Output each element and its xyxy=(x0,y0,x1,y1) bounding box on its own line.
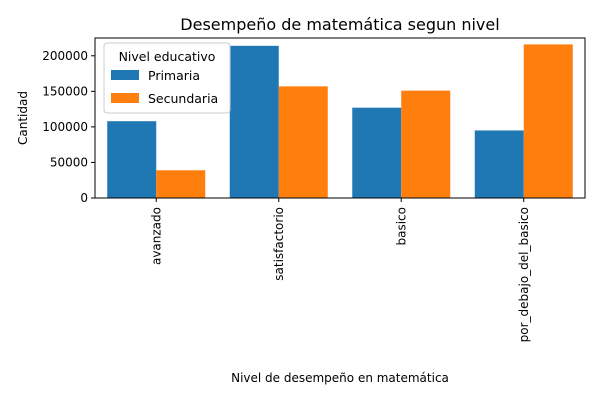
bars-group xyxy=(107,44,573,199)
x-axis-label: Nivel de desempeño en matemática xyxy=(231,371,449,385)
legend-label-primaria: Primaria xyxy=(148,68,200,83)
legend: Nivel educativo Primaria Secundaria xyxy=(103,42,231,114)
plot-frame xyxy=(94,37,586,199)
x-tick-label-basico: basico xyxy=(394,207,408,246)
bar-primaria-avanzado xyxy=(107,121,157,198)
y-tick-label: 150000 xyxy=(42,84,88,98)
y-axis-label: Cantidad xyxy=(16,91,30,145)
legend-swatch-primaria xyxy=(111,70,139,80)
legend-swatch-secundaria xyxy=(111,93,139,103)
y-tick-label: 0 xyxy=(80,191,88,205)
legend-label-secundaria: Secundaria xyxy=(148,91,218,106)
legend-title: Nivel educativo xyxy=(119,49,216,64)
x-axis-ticks: avanzado satisfactorio basico por_debajo_de… xyxy=(149,198,531,342)
legend-items: Primaria Secundaria xyxy=(111,68,218,106)
bar-secundaria-basico xyxy=(401,90,451,198)
x-tick-label-satisfactorio: satisfactorio xyxy=(272,207,286,281)
x-tick-label-por_debajo_del_basico: por_debajo_del_basico xyxy=(517,207,531,342)
chart-title: Desempeño de matemática segun nivel xyxy=(180,15,499,34)
bar-secundaria-satisfactorio xyxy=(278,86,328,198)
y-tick-label: 50000 xyxy=(50,155,88,169)
x-tick-label-avanzado: avanzado xyxy=(149,207,163,265)
bar-primaria-basico xyxy=(352,107,402,198)
bar-primaria-por_debajo_del_basico xyxy=(474,130,524,198)
y-tick-label: 100000 xyxy=(42,120,88,134)
bar-secundaria-por_debajo_del_basico xyxy=(523,44,573,199)
y-tick-label: 200000 xyxy=(42,49,88,63)
bar-secundaria-avanzado xyxy=(156,170,206,198)
y-axis-ticks: 0 50000 100000 150000 200000 xyxy=(42,49,95,205)
bar-primaria-satisfactorio xyxy=(229,45,279,199)
